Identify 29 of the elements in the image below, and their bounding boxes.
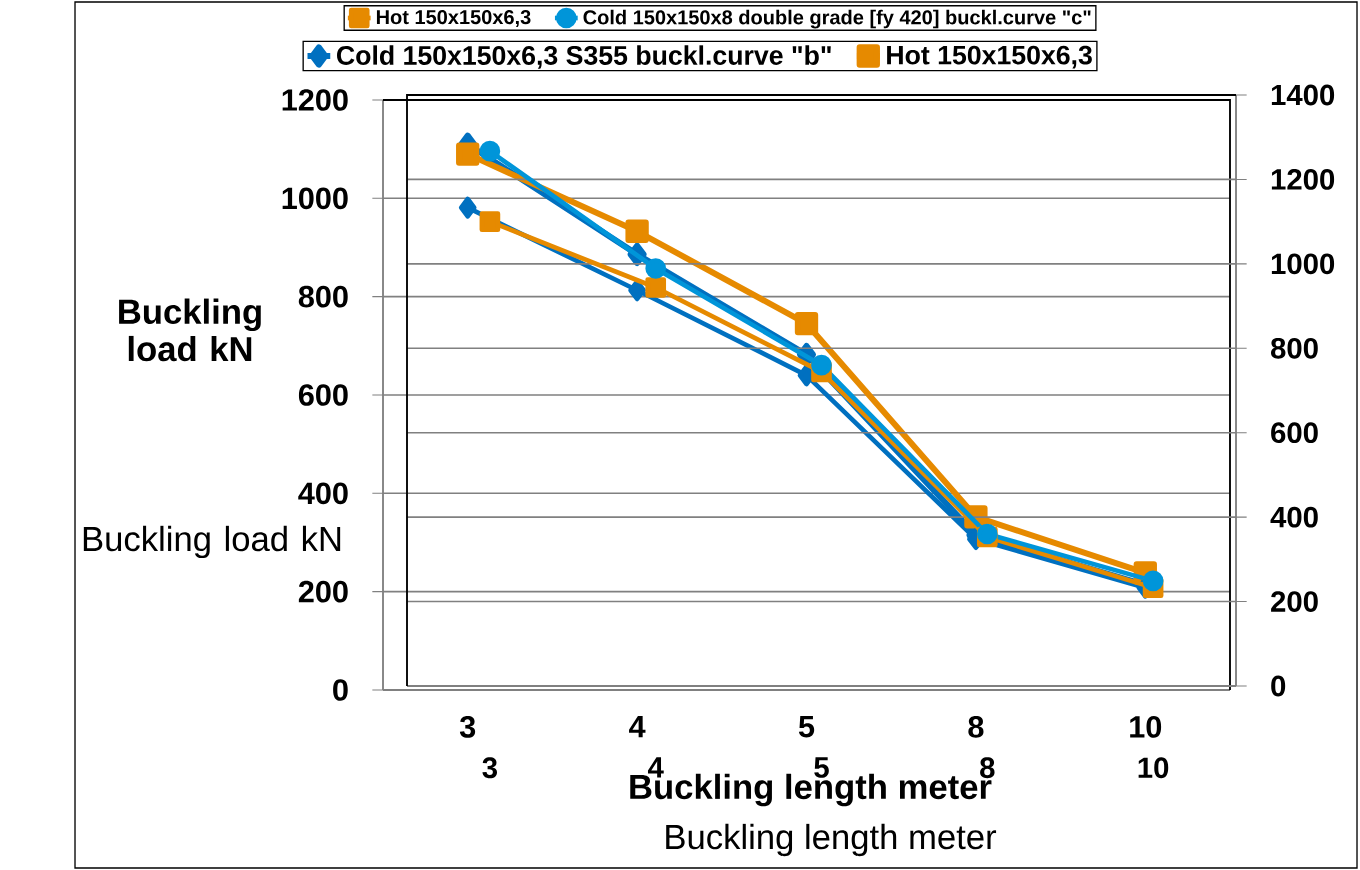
y-tick-label: 400 bbox=[1270, 506, 1318, 528]
x-tick-label: 10 bbox=[1138, 757, 1169, 779]
x-tick-label: 3 bbox=[482, 757, 498, 779]
y-tick-label: 1200 bbox=[1271, 169, 1335, 190]
y-tick-label: 1000 bbox=[282, 187, 348, 210]
x-tick-label: 3 bbox=[459, 716, 476, 738]
x-tick-label: 4 bbox=[629, 716, 646, 738]
y-tick-label: 0 bbox=[333, 679, 348, 701]
y-tick-label: 1000 bbox=[1271, 253, 1335, 275]
y-tick-label: 600 bbox=[298, 384, 348, 406]
y-tick-label: 1200 bbox=[282, 89, 348, 111]
y-tick-label: 200 bbox=[1271, 591, 1318, 612]
legend-label: Hot 150x150x6,3 bbox=[887, 45, 1092, 69]
x-tick-label: 10 bbox=[1130, 716, 1162, 738]
legend-label: Cold 150x150x8 double grade [fy 420] buckl.curve "c" bbox=[583, 9, 1091, 29]
x-tick-label: 8 bbox=[968, 716, 984, 738]
y-tick-label: 800 bbox=[298, 285, 348, 308]
legend-label: Hot 150x150x6,3 bbox=[376, 10, 531, 28]
x-axis-title: Buckling length meter bbox=[666, 823, 997, 857]
x-tick-label: 5 bbox=[798, 716, 815, 738]
legend-label: Cold 150x150x6,3 S355 buckl.curve "b" bbox=[337, 45, 831, 69]
y-tick-label: 1400 bbox=[1271, 84, 1335, 106]
y-tick-label: 200 bbox=[298, 580, 348, 603]
y-tick-label: 600 bbox=[1271, 422, 1318, 444]
y-tick-label: 800 bbox=[1270, 337, 1318, 359]
y-tick-label: 400 bbox=[298, 482, 348, 505]
y-axis-title: Buckling load kN bbox=[119, 298, 261, 362]
y-tick-label: 0 bbox=[1271, 675, 1286, 697]
y-axis-title: Buckling load kN bbox=[83, 525, 341, 559]
